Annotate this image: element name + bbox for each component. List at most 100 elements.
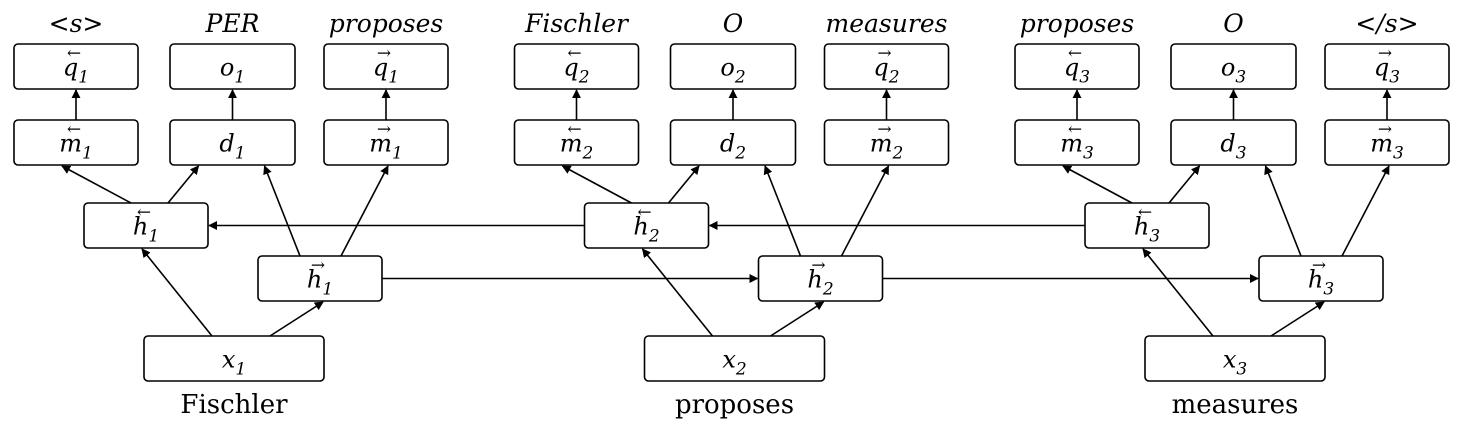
node-q-backward-1-label: q1 xyxy=(63,54,89,88)
node-m-backward-2: m2← xyxy=(513,119,640,166)
node-o-3: o3 xyxy=(1170,43,1297,90)
node-d-3: d3 xyxy=(1170,119,1297,166)
edge-hf-to-mf-3 xyxy=(1341,165,1390,257)
node-x-2: x2 xyxy=(643,335,826,382)
node-m-forward-2-direction-arrow: → xyxy=(877,120,891,140)
node-q-backward-2-label: q2 xyxy=(563,54,589,88)
node-m-forward-1-label: m1 xyxy=(369,130,403,164)
edge-hf-to-d-3 xyxy=(1264,165,1302,257)
edge-x-to-hb-1 xyxy=(141,248,213,337)
edge-hb-to-d-3 xyxy=(1168,165,1201,204)
node-q-backward-1: q1← xyxy=(13,43,139,90)
input-word-3: measures xyxy=(1172,390,1299,420)
node-m-forward-3-label: m3 xyxy=(1370,130,1404,164)
node-o-3-label: o3 xyxy=(1221,54,1246,88)
edge-hf-to-d-2 xyxy=(763,165,802,257)
node-h-backward-3-direction-arrow: ← xyxy=(1138,203,1152,223)
node-h-backward-2: h2← xyxy=(583,202,710,249)
node-x-1-label: x1 xyxy=(222,346,246,380)
node-h-backward-1-direction-arrow: ← xyxy=(137,203,151,223)
node-h-forward-3-direction-arrow: → xyxy=(1312,256,1326,276)
output-label-3-3: </s> xyxy=(1355,9,1418,38)
output-label-2-1: Fischler xyxy=(524,9,630,38)
node-m-backward-3: m3← xyxy=(1014,119,1140,166)
node-d-1-label: d1 xyxy=(219,130,245,164)
node-q-forward-1-label: q1 xyxy=(373,54,399,88)
input-word-1: Fischler xyxy=(180,390,288,420)
node-h-backward-1-label: h1 xyxy=(133,213,159,247)
edge-hb-to-mb-3 xyxy=(1062,165,1133,204)
node-q-backward-3: q3← xyxy=(1014,43,1140,90)
node-h-forward-1-direction-arrow: → xyxy=(311,256,325,276)
edge-hf-to-mf-1 xyxy=(340,165,389,257)
output-label-3-1: proposes xyxy=(1020,9,1135,38)
node-h-backward-1: h1← xyxy=(83,202,209,249)
node-o-1: o1 xyxy=(169,43,296,90)
node-h-backward-2-label: h2 xyxy=(633,213,659,247)
node-q-forward-2: q2→ xyxy=(823,43,950,90)
node-h-forward-3-label: h3 xyxy=(1308,266,1334,300)
edge-x-to-hf-2 xyxy=(770,301,825,337)
node-h-forward-2-label: h2 xyxy=(807,266,833,300)
node-o-1-label: o1 xyxy=(220,54,245,88)
node-m-forward-1: m1→ xyxy=(323,119,449,166)
node-q-backward-3-label: q3 xyxy=(1064,54,1090,88)
node-q-backward-2: q2← xyxy=(513,43,640,90)
node-q-backward-1-direction-arrow: ← xyxy=(67,44,81,64)
output-label-2-2: O xyxy=(723,9,744,38)
node-m-backward-2-label: m2 xyxy=(560,130,594,164)
node-h-backward-3-label: h3 xyxy=(1134,213,1160,247)
node-q-backward-3-direction-arrow: ← xyxy=(1068,44,1082,64)
output-label-2-3: measures xyxy=(826,9,948,38)
node-m-backward-1-label: m1 xyxy=(59,130,93,164)
node-m-forward-2: m2→ xyxy=(823,119,950,166)
node-q-forward-3-direction-arrow: → xyxy=(1378,44,1392,64)
edge-x-to-hf-1 xyxy=(269,301,324,337)
output-label-1-1: <s> xyxy=(49,9,104,38)
output-label-3-2: O xyxy=(1223,9,1244,38)
edge-x-to-hf-3 xyxy=(1270,301,1325,337)
node-h-forward-1: h1→ xyxy=(257,255,383,302)
node-q-forward-3-label: q3 xyxy=(1374,54,1400,88)
node-q-backward-2-direction-arrow: ← xyxy=(567,44,581,64)
node-m-backward-1-direction-arrow: ← xyxy=(67,120,81,140)
node-x-3-label: x3 xyxy=(1223,346,1247,380)
input-word-2: proposes xyxy=(675,390,794,420)
edge-hf-to-d-1 xyxy=(263,165,301,257)
node-d-2: d2 xyxy=(669,119,797,166)
node-m-forward-2-label: m2 xyxy=(870,130,904,164)
node-h-forward-3: h3→ xyxy=(1258,255,1384,302)
node-h-forward-1-label: h1 xyxy=(307,266,333,300)
node-q-forward-1-direction-arrow: → xyxy=(377,44,391,64)
node-h-forward-2: h2→ xyxy=(757,255,884,302)
node-q-forward-2-label: q2 xyxy=(873,54,899,88)
node-m-backward-3-direction-arrow: ← xyxy=(1068,120,1082,140)
edge-hb-to-d-2 xyxy=(667,165,700,204)
node-m-backward-3-label: m3 xyxy=(1060,130,1094,164)
node-m-backward-2-direction-arrow: ← xyxy=(567,120,581,140)
edge-hb-to-d-1 xyxy=(167,165,200,204)
node-o-2: o2 xyxy=(669,43,797,90)
node-h-backward-2-direction-arrow: ← xyxy=(637,203,651,223)
node-x-2-label: x2 xyxy=(722,346,746,380)
node-h-forward-2-direction-arrow: → xyxy=(811,256,825,276)
edge-x-to-hb-2 xyxy=(641,248,714,337)
node-h-backward-3: h3← xyxy=(1084,202,1210,249)
node-m-forward-3: m3→ xyxy=(1324,119,1450,166)
output-label-1-2: PER xyxy=(205,9,260,38)
edge-hb-to-mb-1 xyxy=(61,165,132,204)
node-m-forward-1-direction-arrow: → xyxy=(377,120,391,140)
node-o-2-label: o2 xyxy=(720,54,745,88)
output-label-1-3: proposes xyxy=(329,9,444,38)
node-d-2-label: d2 xyxy=(720,130,746,164)
node-m-forward-3-direction-arrow: → xyxy=(1378,120,1392,140)
node-x-1: x1 xyxy=(143,335,325,382)
node-q-forward-2-direction-arrow: → xyxy=(877,44,891,64)
node-x-3: x3 xyxy=(1144,335,1326,382)
node-d-1: d1 xyxy=(169,119,296,166)
edge-x-to-hb-3 xyxy=(1142,248,1214,337)
